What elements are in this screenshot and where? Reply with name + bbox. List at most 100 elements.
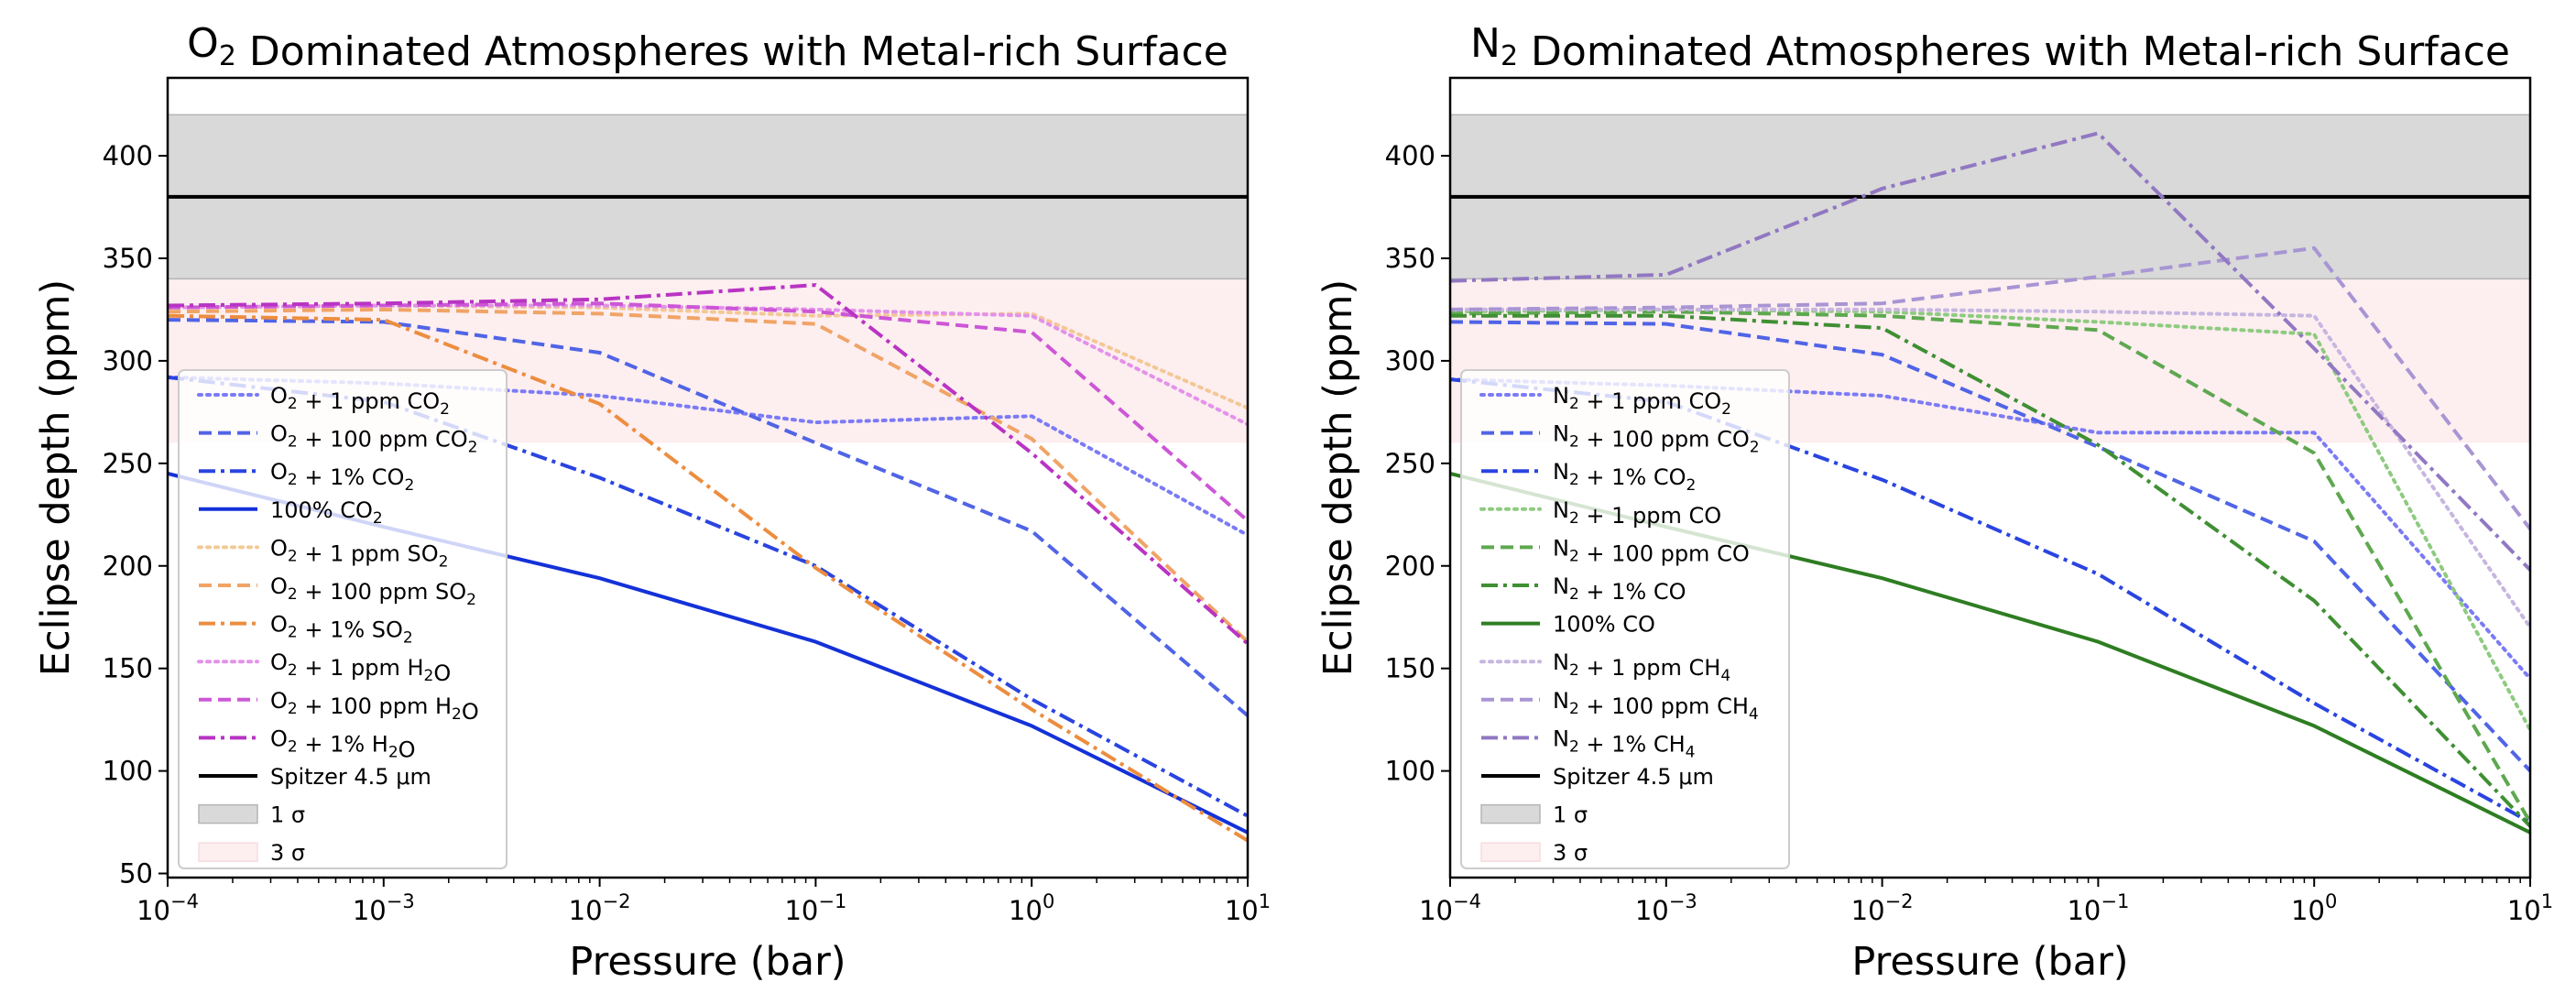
series-line-9 — [168, 283, 1248, 646]
x-tick-label: 10−4 — [136, 890, 199, 926]
series-line-8 — [1450, 246, 2530, 530]
legend-item: O2 + 1 ppm SO2 — [197, 535, 448, 571]
y-axis-label: Eclipse depth (ppm) — [33, 279, 79, 676]
legend-item: 1 σ — [1480, 802, 1588, 828]
legend-swatch — [198, 842, 258, 862]
legend-swatch — [1480, 842, 1541, 862]
legend-box — [178, 369, 508, 869]
x-tick-label: 101 — [2507, 890, 2553, 926]
legend-item: N2 + 1 ppm CO2 — [1479, 383, 1731, 419]
legend-item: O2 + 1% H2O — [199, 726, 416, 762]
legend-item: N2 + 100 ppm CH4 — [1481, 688, 1759, 724]
legend-item: N2 + 100 ppm CO2 — [1481, 421, 1760, 457]
y-tick-label: 100 — [103, 756, 153, 787]
legend-item: N2 + 1 ppm CH4 — [1479, 649, 1730, 685]
legend-item: 1 σ — [198, 802, 305, 828]
legend-item: 100% CO2 — [199, 497, 383, 528]
legend-item: N2 + 1% CH4 — [1481, 726, 1695, 761]
axes-frame — [166, 76, 1250, 879]
chart-title: N2 Dominated Atmospheres with Metal-rich… — [1470, 20, 2510, 75]
series-line-5 — [1450, 313, 2530, 828]
legend-item: 100% CO — [1481, 612, 1655, 638]
x-tick-label: 10−2 — [1851, 890, 1914, 926]
legend-item: O2 + 1 ppm H2O — [197, 649, 451, 686]
x-tick-label: 10−1 — [784, 890, 846, 926]
legend-label: 100% CO — [1553, 612, 1655, 638]
y-tick-label: 350 — [103, 243, 153, 274]
y-tick-label: 250 — [1385, 448, 1435, 479]
legend-label: O2 + 1% CO2 — [270, 459, 414, 495]
y-tick-label: 300 — [1385, 345, 1435, 376]
series-line-1 — [168, 318, 1248, 717]
legend-label: N2 + 100 ppm CO2 — [1553, 421, 1760, 457]
legend-label: N2 + 100 ppm CO — [1553, 535, 1750, 566]
y-tick-label: 100 — [1385, 756, 1435, 787]
x-axis-label: Pressure (bar) — [1851, 939, 2128, 985]
x-tick-label: 10−2 — [569, 890, 631, 926]
legend-label: 3 σ — [270, 840, 305, 866]
series-line-8 — [168, 301, 1248, 523]
panel-o2: 50 100 150 200 250 300 350 400 10−4 10−3 10−2 10−1 1… — [33, 20, 1271, 985]
x-tick-label: 10−4 — [1419, 890, 1481, 926]
legend-item: N2 + 1% CO — [1481, 573, 1686, 605]
legend-item: O2 + 100 ppm CO2 — [199, 421, 477, 457]
legend-label: O2 + 1 ppm CO2 — [270, 383, 450, 419]
x-tick-label: 100 — [1009, 890, 1054, 926]
legend-label: 100% CO2 — [270, 497, 383, 528]
axes-frame — [1448, 76, 2532, 879]
legend-label: N2 + 1% CH4 — [1553, 726, 1695, 761]
legend-item: N2 + 1% CO2 — [1481, 459, 1696, 495]
legend-label: O2 + 1% SO2 — [270, 612, 413, 648]
y-tick-label: 200 — [1385, 551, 1435, 582]
legend-label: Spitzer 4.5 μm — [1553, 764, 1714, 790]
legend-label: O2 + 1 ppm H2O — [270, 649, 451, 686]
legend-item: Spitzer 4.5 μm — [199, 764, 431, 790]
legend-label: O2 + 100 ppm CO2 — [270, 421, 477, 457]
legend-label: O2 + 1% H2O — [270, 726, 416, 762]
series-line-4 — [1450, 310, 2530, 824]
legend-label: 1 σ — [1553, 802, 1588, 828]
legend-item: Spitzer 4.5 μm — [1481, 764, 1714, 790]
y-tick-label: 50 — [119, 858, 153, 889]
legend-label: O2 + 1 ppm SO2 — [270, 535, 448, 571]
legend-swatch — [1480, 803, 1541, 824]
x-tick-label: 10−3 — [353, 890, 415, 926]
legend-label: N2 + 1% CO2 — [1553, 459, 1696, 495]
plot-area — [1450, 114, 2530, 835]
legend-item: N2 + 100 ppm CO — [1481, 535, 1750, 566]
legend-label: N2 + 1% CO — [1553, 573, 1686, 605]
legend-item: O2 + 1% SO2 — [199, 612, 413, 648]
y-axis-label: Eclipse depth (ppm) — [1315, 279, 1361, 676]
x-tick-label: 10−1 — [2067, 890, 2129, 926]
legend-label: N2 + 100 ppm CH4 — [1553, 688, 1759, 724]
y-tick-label: 350 — [1385, 243, 1435, 274]
legend-item: O2 + 100 ppm SO2 — [199, 573, 476, 609]
legend-item: 3 σ — [1480, 840, 1588, 866]
x-tick-label: 101 — [1225, 890, 1271, 926]
legend-item: N2 + 1 ppm CO — [1479, 497, 1721, 529]
y-tick-label: 200 — [103, 551, 153, 582]
legend-item: 3 σ — [198, 840, 305, 866]
y-tick-label: 150 — [1385, 653, 1435, 684]
chart-title: O2 Dominated Atmospheres with Metal-rich… — [187, 20, 1228, 75]
y-tick-label: 150 — [103, 653, 153, 684]
y-tick-label: 400 — [1385, 140, 1435, 171]
legend-item: O2 + 100 ppm H2O — [199, 688, 479, 725]
panel-n2: 100 150 200 250 300 350 400 10−4 10−3 10−2 10−1 100… — [1315, 20, 2553, 985]
series-line-5 — [168, 307, 1248, 644]
legend-label: N2 + 1 ppm CO — [1553, 497, 1721, 529]
y-tick-label: 300 — [103, 345, 153, 376]
legend-label: Spitzer 4.5 μm — [270, 764, 431, 790]
y-tick-label: 250 — [103, 448, 153, 479]
legend-label: N2 + 1 ppm CH4 — [1553, 649, 1730, 685]
x-axis-label: Pressure (bar) — [569, 939, 846, 985]
series-line-9 — [1450, 131, 2530, 572]
plot-area — [168, 114, 1248, 843]
y-tick-label: 400 — [103, 140, 153, 171]
x-tick-label: 10−3 — [1635, 890, 1697, 926]
series-line-6 — [168, 313, 1248, 843]
legend-box — [1460, 369, 1790, 869]
legend-label: 1 σ — [270, 802, 305, 828]
